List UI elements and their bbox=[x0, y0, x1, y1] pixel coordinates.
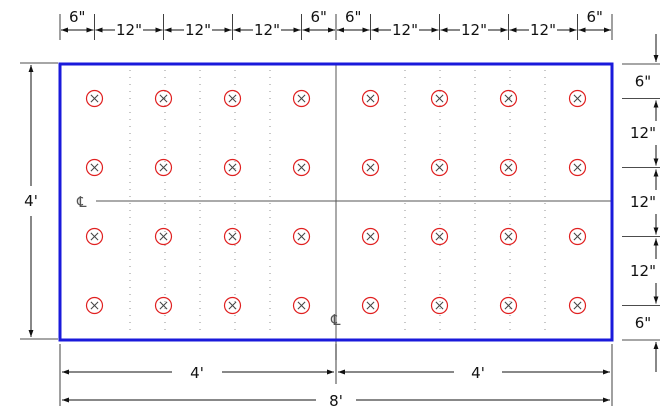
circled-x-icon bbox=[225, 229, 241, 245]
right-dimension-chain: 6" 12" 12" 12" 6" bbox=[622, 34, 660, 372]
top-dimension-label: 6" bbox=[345, 8, 361, 26]
circled-x-icon bbox=[225, 160, 241, 176]
circled-x-icon bbox=[294, 160, 310, 176]
circled-x-icon bbox=[570, 229, 586, 245]
circled-x-icon bbox=[363, 160, 379, 176]
top-dimension-label: 6" bbox=[69, 8, 85, 26]
circled-x-icon bbox=[501, 298, 517, 314]
top-dimension-chain: 6" 12" 12" 12" 6" 6" 12" 12" 12" 6" bbox=[60, 8, 612, 40]
bottom-dimensions: 4' 4' 8' bbox=[60, 344, 612, 406]
circled-x-icon bbox=[501, 229, 517, 245]
circled-x-icon bbox=[363, 229, 379, 245]
circled-x-icon bbox=[432, 298, 448, 314]
right-dimension-label: 12" bbox=[630, 124, 656, 142]
right-dimension-label: 6" bbox=[635, 72, 651, 90]
circled-x-icon bbox=[87, 229, 103, 245]
top-dimension-label: 12" bbox=[461, 21, 487, 39]
right-dimension-label: 6" bbox=[635, 314, 651, 332]
circled-x-icon bbox=[432, 229, 448, 245]
top-dimension-label: 12" bbox=[392, 21, 418, 39]
circled-x-icon bbox=[501, 160, 517, 176]
right-dimension-label: 12" bbox=[630, 262, 656, 280]
circled-x-icon bbox=[294, 229, 310, 245]
circled-x-icon bbox=[432, 160, 448, 176]
top-dimension-label: 12" bbox=[185, 21, 211, 39]
top-dimension-label: 12" bbox=[116, 21, 142, 39]
bottom-left-half-label: 4' bbox=[190, 364, 204, 382]
centerline-symbol-left: ℄ bbox=[76, 193, 87, 211]
left-dimension: 4' bbox=[20, 63, 58, 339]
circled-x-icon bbox=[294, 298, 310, 314]
circled-x-icon bbox=[156, 91, 172, 107]
bottom-total-label: 8' bbox=[329, 392, 343, 406]
circled-x-icon bbox=[570, 160, 586, 176]
bottom-right-half-label: 4' bbox=[471, 364, 485, 382]
circled-x-icon bbox=[87, 160, 103, 176]
circled-x-icon bbox=[363, 91, 379, 107]
circled-x-icon bbox=[156, 229, 172, 245]
circled-x-icon bbox=[156, 298, 172, 314]
right-dimension-label: 12" bbox=[630, 193, 656, 211]
top-dimension-label: 12" bbox=[254, 21, 280, 39]
circled-x-icon bbox=[87, 91, 103, 107]
circled-x-icon bbox=[225, 91, 241, 107]
top-dimension-label: 6" bbox=[587, 8, 603, 26]
dotted-grid-lines bbox=[130, 70, 545, 335]
circled-x-icon bbox=[570, 298, 586, 314]
circled-x-icon bbox=[432, 91, 448, 107]
circled-x-icon bbox=[363, 298, 379, 314]
circled-x-icon bbox=[294, 91, 310, 107]
top-dimension-label: 6" bbox=[311, 8, 327, 26]
circled-x-icon bbox=[225, 298, 241, 314]
centerline-symbol-bottom: ℄ bbox=[330, 311, 341, 329]
left-dimension-label: 4' bbox=[24, 192, 38, 210]
circled-x-icon bbox=[501, 91, 517, 107]
circled-x-icon bbox=[156, 160, 172, 176]
circled-x-icon bbox=[87, 298, 103, 314]
circled-x-icon bbox=[570, 91, 586, 107]
top-dimension-label: 12" bbox=[530, 21, 556, 39]
